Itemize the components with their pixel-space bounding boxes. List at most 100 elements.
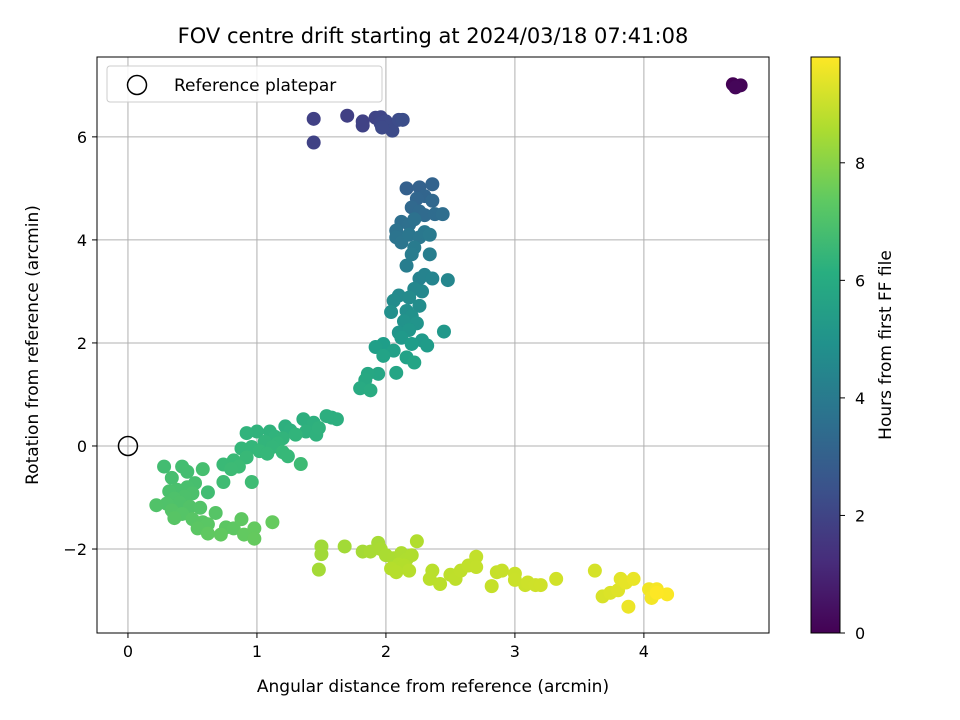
x-axis-ticks: 0 1 2 3 4 bbox=[123, 633, 649, 661]
data-point bbox=[280, 449, 295, 464]
data-point bbox=[355, 118, 370, 133]
data-point bbox=[404, 247, 419, 262]
data-point bbox=[375, 120, 390, 135]
data-point bbox=[306, 111, 321, 126]
data-point bbox=[249, 424, 264, 439]
y-tick-label: 0 bbox=[77, 437, 87, 456]
data-point bbox=[195, 462, 210, 477]
data-point bbox=[626, 571, 641, 586]
legend: Reference platepar bbox=[106, 65, 383, 103]
colorbar-frame bbox=[810, 56, 841, 634]
data-point bbox=[407, 212, 422, 227]
data-point bbox=[208, 505, 223, 520]
data-point bbox=[190, 521, 205, 536]
data-point bbox=[311, 562, 326, 577]
data-point bbox=[200, 526, 215, 541]
data-point bbox=[311, 420, 326, 435]
data-point bbox=[226, 521, 241, 536]
y-axis-ticks: −2 0 2 4 6 bbox=[63, 128, 97, 559]
data-point bbox=[436, 324, 451, 339]
data-point bbox=[265, 515, 280, 530]
data-point bbox=[399, 258, 414, 273]
legend-box bbox=[106, 65, 383, 103]
data-point bbox=[507, 572, 522, 587]
data-point bbox=[415, 284, 430, 299]
data-point bbox=[425, 193, 440, 208]
data-point bbox=[422, 247, 437, 262]
data-point bbox=[213, 527, 228, 542]
colorbar-label: Hours from first FF file bbox=[876, 250, 896, 440]
data-point bbox=[399, 181, 414, 196]
data-point bbox=[484, 579, 499, 594]
data-point bbox=[440, 273, 455, 288]
x-tick-label: 0 bbox=[123, 642, 133, 661]
data-point bbox=[216, 475, 231, 490]
chart-title: FOV centre drift starting at 2024/03/18 … bbox=[178, 24, 689, 48]
data-point bbox=[193, 500, 208, 515]
data-point bbox=[394, 330, 409, 345]
data-point bbox=[319, 409, 334, 424]
data-point bbox=[420, 338, 435, 353]
data-point bbox=[402, 290, 417, 305]
data-point bbox=[469, 549, 484, 564]
scatter-points bbox=[149, 77, 748, 614]
data-point bbox=[425, 271, 440, 286]
data-point bbox=[549, 571, 564, 586]
data-point bbox=[164, 470, 179, 485]
y-axis-label: Rotation from reference (arcmin) bbox=[23, 205, 43, 485]
data-point bbox=[337, 539, 352, 554]
data-point bbox=[621, 599, 636, 614]
data-point bbox=[660, 587, 675, 602]
data-point bbox=[167, 511, 182, 526]
data-point bbox=[404, 548, 419, 563]
data-point bbox=[407, 355, 422, 370]
data-point bbox=[247, 531, 262, 546]
data-point bbox=[260, 446, 275, 461]
data-point bbox=[224, 462, 239, 477]
data-point bbox=[533, 578, 548, 593]
data-point bbox=[239, 450, 254, 465]
x-tick-label: 2 bbox=[381, 642, 391, 661]
data-point bbox=[495, 563, 510, 578]
colorbar-tick-label: 0 bbox=[855, 624, 865, 643]
x-tick-label: 4 bbox=[639, 642, 649, 661]
x-axis-label: Angular distance from reference (arcmin) bbox=[257, 677, 609, 697]
data-point bbox=[247, 521, 262, 536]
plot-area: 0 1 2 3 4 −2 0 2 4 6 bbox=[63, 56, 770, 661]
colorbar-tick-label: 2 bbox=[855, 506, 865, 525]
data-point bbox=[200, 485, 215, 500]
data-point bbox=[314, 547, 329, 562]
data-point bbox=[180, 464, 195, 479]
data-point bbox=[288, 427, 303, 442]
data-point bbox=[425, 177, 440, 192]
data-point bbox=[422, 571, 437, 586]
data-point bbox=[376, 348, 391, 363]
y-tick-label: 6 bbox=[77, 128, 87, 147]
y-tick-label: 2 bbox=[77, 334, 87, 353]
y-tick-label: −2 bbox=[63, 540, 87, 559]
data-point bbox=[389, 565, 404, 580]
data-point bbox=[149, 498, 164, 513]
data-point bbox=[239, 426, 254, 441]
data-point bbox=[371, 366, 386, 381]
legend-marker-icon bbox=[126, 74, 148, 96]
colorbar: 0 2 4 6 8 Hours from first FF file bbox=[810, 56, 896, 643]
data-point bbox=[244, 475, 259, 490]
data-point bbox=[587, 563, 602, 578]
colorbar-tick-label: 4 bbox=[855, 389, 865, 408]
data-point bbox=[649, 585, 664, 600]
data-point bbox=[412, 298, 427, 313]
data-point bbox=[384, 305, 399, 320]
plot-frame bbox=[96, 56, 770, 634]
data-point bbox=[293, 457, 308, 472]
colorbar-tick-label: 8 bbox=[855, 154, 865, 173]
data-point bbox=[386, 343, 401, 358]
data-point bbox=[435, 207, 450, 222]
data-point bbox=[363, 383, 378, 398]
data-point bbox=[386, 293, 401, 308]
data-point bbox=[422, 227, 437, 242]
colorbar-ticks: 0 2 4 6 8 bbox=[840, 154, 865, 643]
data-point bbox=[389, 365, 404, 380]
legend-entry-label: Reference platepar bbox=[174, 76, 336, 96]
